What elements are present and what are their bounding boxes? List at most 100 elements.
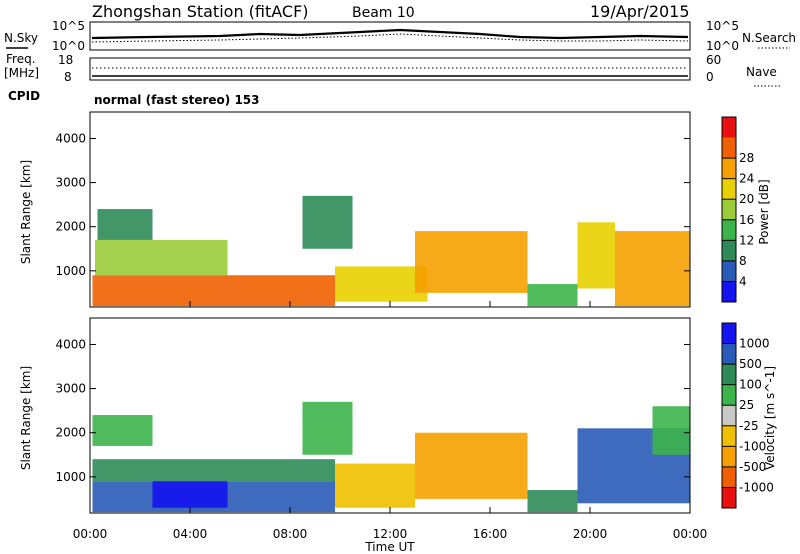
colorbar-segment	[722, 219, 736, 241]
colorbar-segment	[722, 199, 736, 220]
summary-frame	[89, 21, 691, 51]
echo-region	[335, 463, 415, 508]
colorbar-segment	[722, 137, 736, 159]
echo-region	[92, 415, 153, 446]
colorbar-segment	[722, 158, 736, 179]
velocity-y-ticks: 1000 2000 3000 4000	[55, 337, 690, 484]
colorbar-tick-label: 100	[739, 378, 762, 392]
echo-region	[415, 231, 528, 293]
power-colorbar: 4 8 12 16 20 24 28	[721, 116, 754, 303]
colorbar-tick-label: 25	[739, 398, 754, 412]
freq-tick-top: 18	[58, 53, 73, 67]
x-axis-ticks: 00:00 04:00 08:00 12:00 16:00 20:00 00:00	[73, 301, 708, 541]
x-tick-label: 16:00	[473, 527, 508, 541]
echo-region	[527, 490, 578, 513]
colorbar-segment	[722, 260, 736, 282]
freq-label: Freq.	[6, 52, 36, 66]
x-tick-label: 08:00	[273, 527, 308, 541]
colorbar-segment	[722, 425, 736, 447]
echo-region	[92, 275, 335, 307]
y-tick-label: 2000	[55, 220, 86, 234]
colorbar-frame	[721, 116, 737, 303]
nave-tick-top: 60	[706, 53, 721, 67]
colorbar-tick-label: 16	[739, 213, 754, 227]
colorbar-tick-label: 8	[739, 254, 747, 268]
colorbar-tick-label: 1000	[739, 337, 770, 351]
colorbar-segment	[722, 117, 736, 138]
colorbar-tick-label: -500	[739, 460, 766, 474]
x-tick-label: 00:00	[73, 527, 108, 541]
x-tick-label: 04:00	[173, 527, 208, 541]
cpid-label: CPID	[8, 89, 40, 103]
y-tick-label: 3000	[55, 382, 86, 396]
colorbar-frame	[721, 322, 737, 509]
colorbar-segment	[722, 178, 736, 200]
velocity-ylabel: Slant Range [km]	[19, 366, 33, 470]
station-title: Zhongshan Station (fitACF)	[92, 2, 309, 21]
colorbar-segment	[722, 364, 736, 385]
echo-region	[92, 459, 335, 482]
colorbar-segment	[722, 281, 736, 302]
colorbar-tick-label: 500	[739, 357, 762, 371]
echo-region	[97, 209, 153, 240]
frequency-panel: Freq. [MHz] 18 8 60 0 Nave	[4, 52, 780, 87]
colorbar-tick-label: -25	[739, 419, 759, 433]
y-tick-label: 4000	[55, 131, 86, 145]
x-tick-label: 12:00	[373, 527, 408, 541]
colorbar-tick-label: 4	[739, 274, 747, 288]
power-ylabel: Slant Range [km]	[19, 160, 33, 264]
colorbar-tick-label: 24	[739, 172, 754, 186]
colorbar-tick-label: -1000	[739, 480, 774, 494]
echo-region	[615, 231, 690, 307]
echo-region	[415, 432, 528, 499]
summary-panel: N.Sky 10^5 10^0 10^5 10^0 N.Search	[4, 19, 796, 53]
colorbar-segment	[722, 466, 736, 488]
colorbar-segment	[722, 240, 736, 261]
power-echo-layer	[92, 195, 690, 307]
nsky-trace	[91, 28, 689, 40]
y-tick-label: 1000	[55, 264, 86, 278]
colorbar-segment	[722, 487, 736, 508]
colorbar-tick-label: -100	[739, 439, 766, 453]
power-y-ticks: 1000 2000 3000 4000	[55, 131, 690, 278]
summary-right-tick-top: 10^5	[706, 19, 739, 33]
power-panel: 1000 2000 3000 4000 Slant Range [km] 4 8 12 16…	[19, 111, 771, 308]
colorbar-tick-label: 20	[739, 192, 754, 206]
x-axis-label: Time UT	[364, 540, 415, 554]
cpid-mode: normal (fast stereo) 153	[94, 93, 260, 107]
velocity-echo-layer	[92, 401, 690, 513]
date-label: 19/Apr/2015	[590, 2, 690, 21]
freq-unit-label: [MHz]	[4, 66, 39, 80]
y-tick-label: 4000	[55, 337, 86, 351]
echo-region	[95, 239, 228, 276]
nave-label: Nave	[746, 65, 777, 79]
beam-label: Beam 10	[352, 5, 415, 21]
colorbar-segment	[722, 446, 736, 467]
echo-region	[302, 195, 353, 249]
x-tick-label: 20:00	[573, 527, 608, 541]
summary-left-tick-bottom: 10^0	[52, 39, 85, 53]
x-tick-label: 00:00	[673, 527, 708, 541]
colorbar-segment	[722, 323, 736, 344]
colorbar-segment	[722, 405, 736, 426]
y-tick-label: 3000	[55, 176, 86, 190]
summary-right-tick-bottom: 10^0	[706, 39, 739, 53]
summary-left-tick-top: 10^5	[52, 19, 85, 33]
colorbar-tick-label: 28	[739, 151, 754, 165]
echo-region	[527, 284, 578, 307]
nsky-label: N.Sky	[4, 31, 38, 45]
freq-tick-bottom: 8	[64, 70, 72, 84]
colorbar-segment	[722, 343, 736, 365]
nave-tick-bottom: 0	[706, 70, 714, 84]
echo-region	[152, 481, 228, 508]
velocity-colorbar-label: Velocity [m s^-1]	[763, 366, 777, 470]
y-tick-label: 2000	[55, 426, 86, 440]
frequency-frame	[89, 57, 691, 81]
nsearch-label: N.Search	[742, 31, 796, 45]
velocity-colorbar: -1000 -500 -100 -25 25 100 500 1000	[721, 322, 774, 509]
echo-region	[652, 406, 690, 455]
colorbar-segment	[722, 384, 736, 406]
echo-region	[302, 401, 353, 455]
